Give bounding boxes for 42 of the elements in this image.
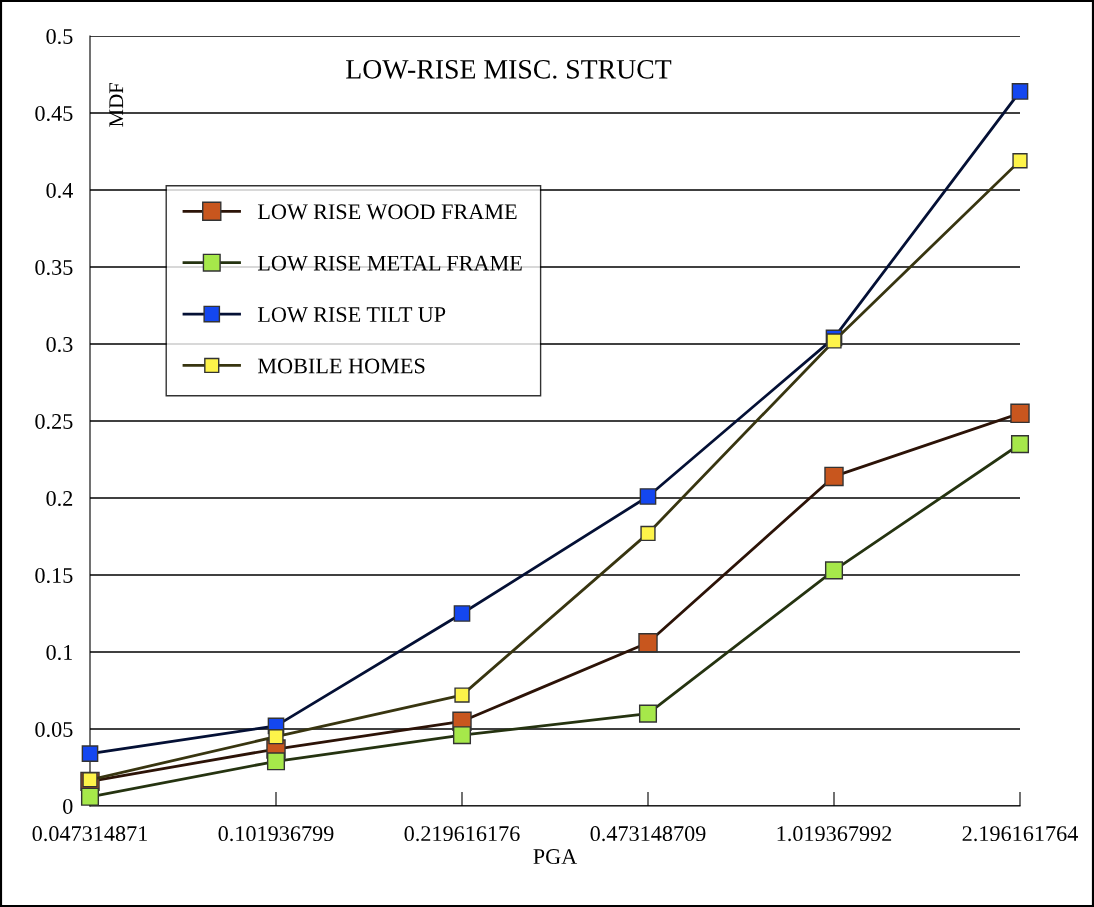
point: [80, 787, 100, 806]
y-tick-label: 0.45: [35, 105, 73, 122]
x-tick-label: 1.019367992: [777, 826, 892, 842]
y-tick-label: 0.05: [35, 721, 73, 738]
legend-label: LOW RISE TILT UP: [257, 307, 446, 323]
point: [1010, 403, 1030, 424]
y-tick-label: 0.2: [46, 490, 73, 507]
y-axis-title: MDF: [109, 82, 124, 127]
point: [824, 466, 844, 487]
point: [453, 605, 471, 622]
legend-label: LOW RISE METAL FRAME: [257, 255, 522, 271]
point: [1011, 83, 1029, 100]
x-tick-label: 0.047314871: [32, 826, 147, 842]
point: [1010, 435, 1030, 454]
x-tick-label: 0.473148709: [590, 826, 706, 842]
point: [638, 704, 658, 723]
y-tick-label: 0.35: [35, 259, 73, 276]
y-tick-label: 0.5: [46, 28, 73, 45]
y-tick-label: 0.25: [35, 413, 73, 430]
point: [454, 687, 470, 703]
point: [638, 633, 658, 653]
point: [824, 561, 844, 580]
point: [452, 726, 472, 745]
text: LOW-RISE MISC. STRUCT: [346, 59, 672, 79]
point: [266, 752, 286, 771]
point: [268, 729, 284, 745]
point: [1012, 153, 1028, 169]
point: [640, 525, 656, 542]
legend-label: LOW RISE WOOD FRAME: [257, 204, 517, 220]
x-tick-label: 0.101936799: [218, 826, 334, 842]
y-tick-label: 0.3: [46, 336, 73, 353]
point: [639, 488, 657, 505]
x-tick-label: 0.219616176: [404, 826, 520, 842]
y-tick-label: 0.1: [46, 644, 72, 661]
y-tick-label: 0.15: [35, 567, 73, 584]
x-tick-label: 2.196161764: [962, 826, 1078, 842]
point: [826, 333, 842, 349]
x-axis-title: PGA: [533, 849, 578, 865]
y-tick-label: 0.4: [46, 182, 73, 199]
legend-label: MOBILE HOMES: [257, 358, 425, 374]
point: [81, 745, 99, 762]
y-tick-label: 0: [63, 798, 73, 814]
